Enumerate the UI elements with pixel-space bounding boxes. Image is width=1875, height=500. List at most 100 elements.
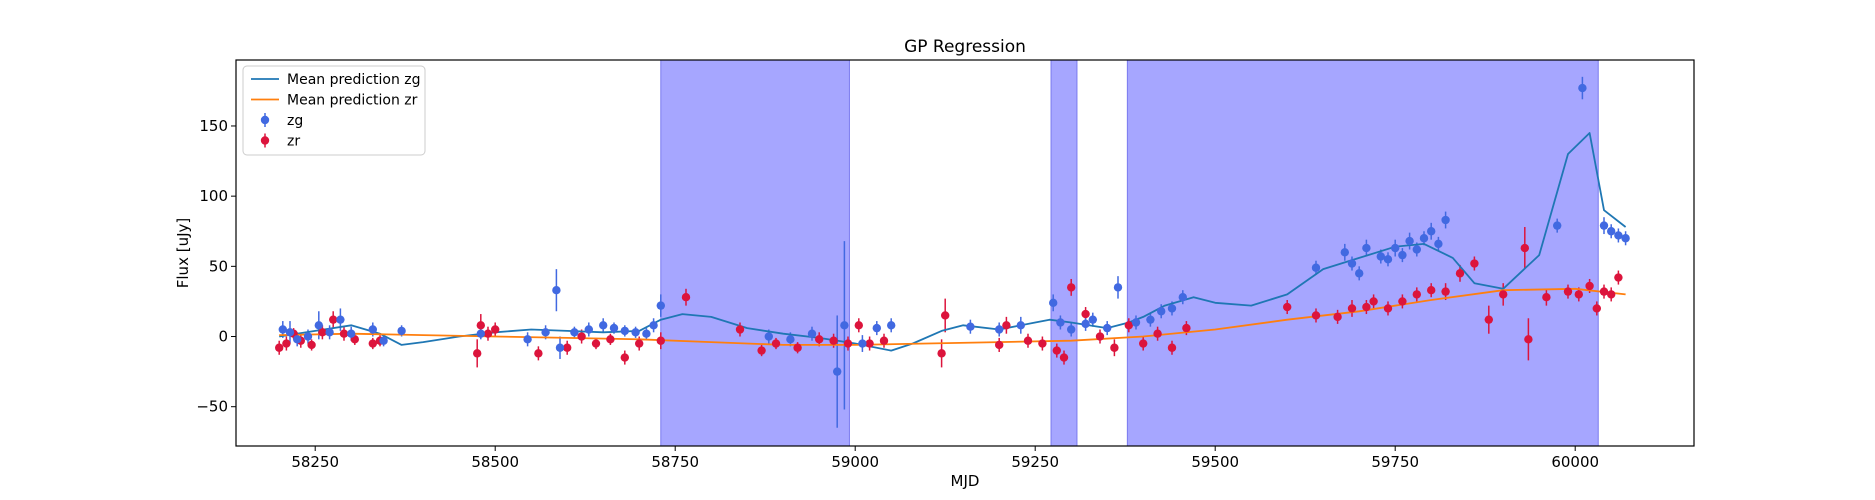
data-point — [1398, 250, 1407, 260]
data-point — [1383, 304, 1393, 313]
y-tick-label: 100 — [199, 187, 228, 205]
data-point — [1113, 283, 1123, 292]
data-point — [631, 328, 640, 337]
data-point — [620, 326, 629, 336]
data-point — [1167, 304, 1177, 313]
data-point — [285, 328, 295, 337]
data-point — [1049, 298, 1058, 308]
data-point — [1340, 248, 1350, 257]
data-point — [1056, 318, 1065, 327]
data-point — [995, 325, 1004, 334]
x-tick-label: 59750 — [1371, 453, 1419, 471]
x-tick-label: 58750 — [651, 453, 699, 471]
data-point — [1088, 315, 1098, 324]
data-point — [786, 335, 795, 344]
data-point — [1095, 332, 1105, 341]
data-point — [1347, 304, 1357, 313]
data-point — [1311, 311, 1321, 320]
data-point — [735, 325, 745, 334]
data-point — [1592, 304, 1602, 313]
data-point — [840, 321, 849, 330]
data-point — [937, 349, 946, 358]
data-point — [1023, 336, 1033, 345]
data-point — [1067, 283, 1076, 292]
data-point — [303, 332, 313, 341]
x-tick-label: 59250 — [1011, 453, 1059, 471]
data-point — [1362, 302, 1371, 312]
data-point — [1427, 227, 1436, 236]
legend-marker-swatch — [260, 136, 270, 145]
data-point — [1081, 309, 1090, 319]
y-tick-label: 0 — [218, 328, 228, 346]
data-point — [1398, 297, 1407, 306]
legend-label: Mean prediction zr — [287, 93, 418, 109]
data-point — [1607, 290, 1616, 299]
data-point — [1542, 293, 1551, 302]
y-axis-ticks: −50 0 50 100 150 — [196, 117, 236, 416]
data-point — [473, 349, 482, 358]
data-point — [872, 323, 881, 333]
x-axis-ticks: 58250 58500 58750 59000 59250 59500 59750 60000 — [291, 446, 1599, 471]
data-point — [1110, 343, 1119, 352]
data-point — [1059, 353, 1069, 362]
data-point — [599, 321, 608, 330]
data-point — [1520, 243, 1530, 253]
data-point — [829, 336, 838, 345]
data-point — [995, 340, 1004, 350]
data-point — [1103, 323, 1112, 333]
data-point — [642, 329, 651, 338]
data-point — [1455, 269, 1465, 278]
legend-label: zr — [287, 134, 300, 150]
data-point — [1574, 290, 1584, 299]
legend-label: zg — [287, 113, 303, 129]
x-tick-label: 59500 — [1191, 453, 1239, 471]
data-point — [1038, 339, 1047, 348]
data-point — [681, 293, 691, 302]
data-point — [609, 323, 619, 333]
data-point — [397, 326, 406, 336]
data-point — [1139, 339, 1148, 348]
data-point — [476, 329, 485, 338]
data-point — [1405, 236, 1414, 246]
data-point — [620, 353, 629, 362]
data-point — [1441, 215, 1450, 225]
data-point — [1333, 312, 1342, 322]
data-point — [1607, 227, 1616, 236]
data-point — [1016, 321, 1025, 330]
data-point — [347, 329, 356, 338]
x-tick-label: 58500 — [471, 453, 519, 471]
data-point — [1578, 83, 1587, 93]
data-point — [764, 332, 773, 341]
data-point — [275, 343, 284, 352]
plot-frame — [235, 59, 1695, 447]
data-point — [1412, 245, 1422, 254]
data-point — [1157, 307, 1166, 316]
data-point — [1614, 273, 1623, 282]
data-point — [757, 346, 766, 355]
legend-box — [242, 65, 426, 156]
data-point — [1146, 315, 1155, 324]
data-point — [833, 367, 842, 376]
data-point — [1178, 293, 1188, 302]
data-point — [1470, 259, 1479, 268]
data-point — [1002, 321, 1011, 330]
data-point — [523, 335, 532, 344]
data-point — [966, 322, 975, 331]
shaded-region — [1050, 59, 1078, 447]
data-point — [843, 339, 853, 348]
data-point — [1153, 329, 1162, 338]
shaded-regions — [660, 59, 1599, 447]
data-point — [1362, 243, 1371, 253]
data-point — [1427, 285, 1436, 295]
series-line — [279, 287, 1626, 346]
data-point — [314, 321, 323, 330]
data-point — [1081, 319, 1090, 329]
data-point — [793, 343, 802, 352]
data-point — [491, 325, 500, 334]
data-point — [854, 321, 863, 330]
data-point — [1499, 290, 1508, 299]
data-point — [1434, 239, 1443, 249]
data-point — [879, 336, 889, 345]
data-point — [941, 311, 950, 320]
